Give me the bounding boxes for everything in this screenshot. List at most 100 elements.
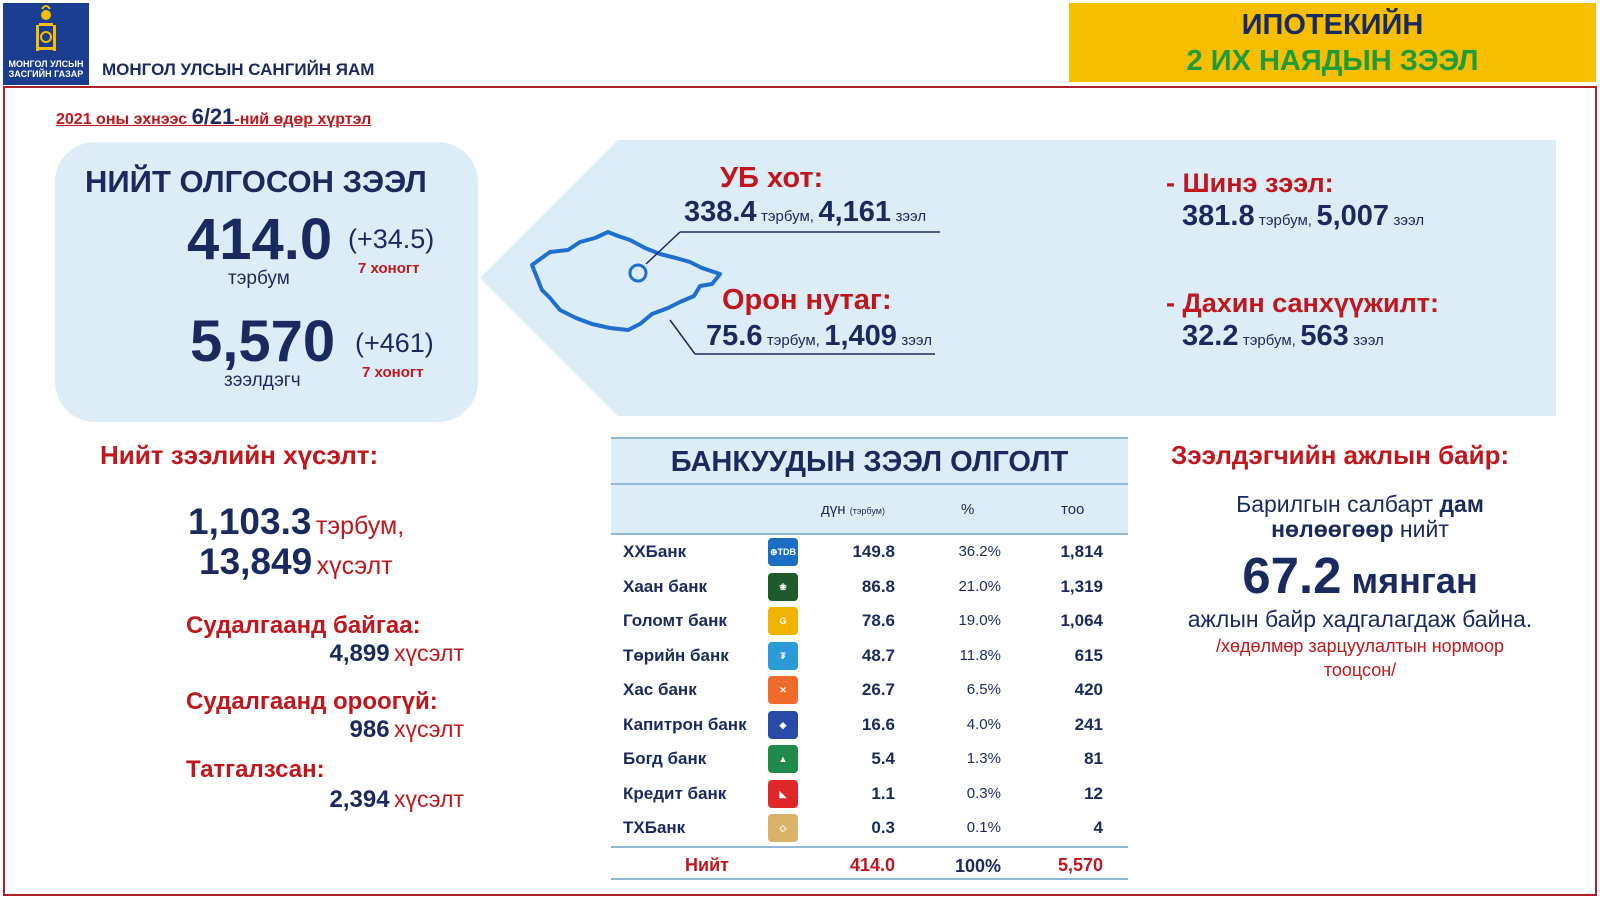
table-header: дүн (тэрбум) % тоо (611, 485, 1128, 535)
bank-name: Голомт банк (623, 611, 727, 630)
col-amount-header: дүн (тэрбум) (821, 501, 885, 518)
rural-values: 75.6 тэрбум, 1,409 зээл (706, 320, 932, 352)
jobs-line-3: ажлын байр хадгалагдаж байна. (1187, 606, 1533, 632)
count-unit: зээлдэгч (224, 370, 301, 391)
table-row: Голомт банк G 78.6 19.0% 1,064 (611, 604, 1128, 639)
golomt-logo-icon: G (768, 607, 798, 635)
total-amount: 414.0 (187, 207, 333, 272)
total-amount-cell: 414.0 (849, 854, 895, 875)
table-row: ТХБанк ◇ 0.3 0.1% 4 (611, 811, 1128, 846)
amount-cell: 149.8 (852, 542, 895, 561)
bank-name: Кредит банк (623, 783, 727, 803)
total-amount-delta: (+34.5) (348, 224, 435, 254)
count-cell: 420 (1074, 680, 1103, 699)
tdb-trade-logo-icon: ◇ (768, 814, 798, 842)
table-row: Хас банк ✕ 26.7 6.5% 420 (611, 673, 1128, 708)
table-row: Капитрон банк ◈ 16.6 4.0% 241 (611, 708, 1128, 743)
ub-label: УБ хот: (720, 162, 824, 194)
jobs-title: Зээлдэгчийн ажлын байр: (1171, 440, 1510, 470)
not-reviewed-value: 986 хүсэлт (349, 716, 464, 743)
requests-amount: 1,103.3 тэрбум, (188, 501, 405, 542)
amount-cell: 5.4 (871, 749, 895, 768)
credit-bank-logo-icon: ◣ (768, 779, 798, 808)
bank-name: Хас банк (623, 680, 697, 699)
count-cell: 4 (1093, 818, 1103, 837)
not-reviewed-label: Судалгаанд ороогүй: (186, 688, 438, 715)
total-count: 5,570 (190, 309, 336, 374)
state-bank-logo-icon: ₮ (768, 641, 798, 670)
new-loan-values: 381.8 тэрбум, 5,007 зээл (1182, 200, 1425, 232)
bogd-bank-logo-icon: ▲ (768, 745, 798, 773)
in-review-value: 4,899 хүсэлт (329, 640, 464, 667)
bank-loans-table: БАНКУУДЫН ЗЭЭЛ ОЛГОЛТ дүн (тэрбум) % тоо… (611, 437, 1128, 880)
table-row: Кредит банк ◣ 1.1 0.3% 12 (611, 777, 1128, 812)
government-logo: МОНГОЛ УЛСЫН ЗАСГИЙН ГАЗАР (3, 3, 89, 85)
amount-cell: 48.7 (861, 645, 895, 665)
count-cell: 1,319 (1060, 576, 1103, 596)
pct-cell: 21.0% (958, 577, 1001, 595)
amount-cell: 16.6 (861, 714, 895, 734)
table-row: Төрийн банк ₮ 48.7 11.8% 615 (611, 639, 1128, 674)
pct-cell: 19.0% (958, 612, 1001, 629)
pct-cell: 6.5% (966, 681, 1001, 698)
soyombo-emblem-icon (36, 5, 56, 51)
bank-name: ХХБанк (623, 542, 687, 561)
bank-name: Богд банк (623, 749, 707, 768)
ub-values: 338.4 тэрбум, 4,161 зээл (684, 196, 927, 228)
total-count-cell: 5,570 (1057, 854, 1103, 875)
bank-name: Капитрон банк (623, 714, 747, 734)
region-banner: УБ хот: 338.4 тэрбум, 4,161 зээл Орон ну… (480, 140, 1556, 416)
total-title: НИЙТ ОЛГОСОН ЗЭЭЛ (85, 164, 427, 199)
col-pct-header: % (961, 501, 975, 518)
count-cell: 81 (1084, 749, 1103, 768)
bank-name: ТХБанк (623, 818, 686, 837)
pct-cell: 36.2% (958, 543, 1001, 560)
pct-cell: 11.8% (959, 646, 1001, 664)
pct-cell: 4.0% (966, 715, 1001, 733)
total-loans-panel: НИЙТ ОЛГОСОН ЗЭЭЛ 414.0 (+34.5) 7 хоногт… (55, 142, 478, 422)
bank-name: Төрийн банк (623, 645, 729, 665)
col-count-header: тоо (1061, 501, 1085, 518)
date-range-note: 2021 оны эхнээс 6/21-ний өдөр хүртэл (56, 104, 372, 129)
pct-cell: 0.3% (966, 784, 1001, 802)
table-row: Богд банк ▲ 5.4 1.3% 81 (611, 742, 1128, 777)
rejected-value: 2,394 хүсэлт (329, 786, 464, 813)
title-line-1: ИПОТЕКИЙН (1241, 9, 1424, 41)
amount-cell: 0.3 (871, 818, 895, 837)
amount-cell: 1.1 (871, 783, 895, 803)
total-count-delta: (+461) (355, 328, 434, 358)
pct-cell: 0.1% (966, 819, 1001, 836)
ministry-name: МОНГОЛ УЛСЫН САНГИЙН ЯАМ (102, 60, 375, 79)
total-name: Нийт (685, 854, 729, 875)
banner-background (480, 140, 1556, 416)
amount-unit: тэрбум (228, 268, 290, 289)
pct-cell: 1.3% (966, 750, 1001, 767)
amount-cell: 78.6 (861, 611, 895, 630)
xac-bank-logo-icon: ✕ (768, 676, 798, 704)
khan-bank-logo-icon: ❀ (768, 572, 798, 601)
table-total-row: Нийт 414.0 100% 5,570 (611, 845, 1128, 880)
content-frame (3, 86, 1597, 896)
requests-title: Нийт зээлийн хүсэлт: (100, 440, 379, 470)
page-title: ИПОТЕКИЙН 2 ИХ НАЯДЫН ЗЭЭЛ (1069, 3, 1596, 82)
count-cell: 1,814 (1060, 542, 1103, 561)
count-week-label: 7 хоногт (362, 364, 424, 381)
in-review-label: Судалгаанд байгаа: (186, 612, 421, 639)
amount-cell: 86.8 (861, 576, 895, 596)
rural-label: Орон нутаг: (722, 284, 892, 316)
count-cell: 12 (1084, 783, 1103, 803)
amount-week-label: 7 хоногт (358, 260, 420, 277)
table-title: БАНКУУДЫН ЗЭЭЛ ОЛГОЛТ (611, 437, 1128, 485)
jobs-note-2: тооцсон/ (1323, 660, 1397, 680)
logo-text: МОНГОЛ УЛСЫН ЗАСГИЙН ГАЗАР (8, 59, 84, 79)
table-row: Хаан банк ❀ 86.8 21.0% 1,319 (611, 570, 1128, 605)
refinance-label: - Дахин санхүүжилт: (1166, 288, 1439, 318)
refinance-values: 32.2 тэрбум, 563 зээл (1182, 320, 1384, 352)
tdb-logo-icon: ⊕TDB (768, 538, 798, 566)
capitron-logo-icon: ◈ (768, 710, 798, 739)
table-row: ХХБанк ⊕TDB 149.8 36.2% 1,814 (611, 535, 1128, 570)
mongolia-map-icon (530, 230, 722, 332)
bank-name: Хаан банк (623, 576, 707, 596)
count-cell: 1,064 (1060, 611, 1103, 630)
count-cell: 615 (1074, 645, 1103, 665)
